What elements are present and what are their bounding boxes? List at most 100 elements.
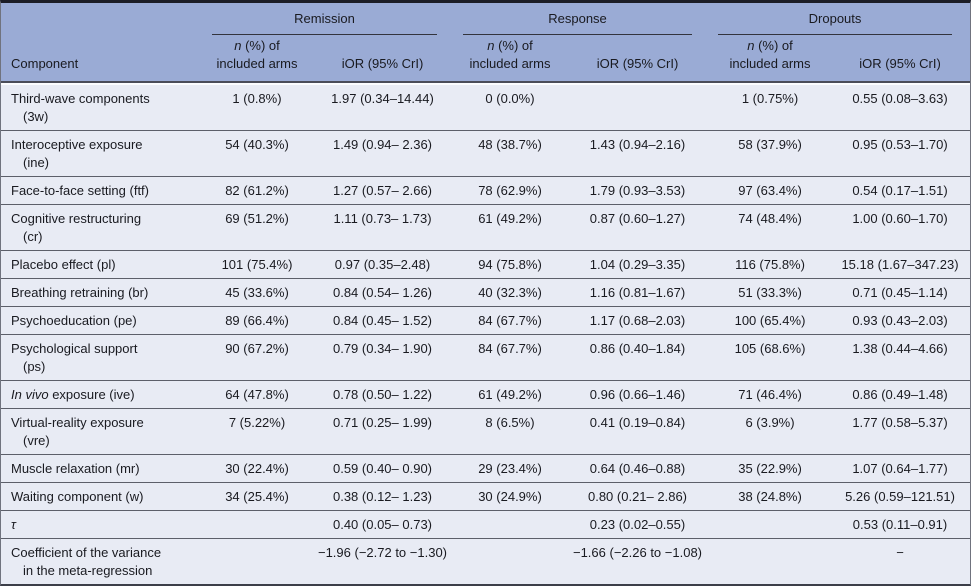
- remission-ior-cell: 0.97 (0.35–2.48): [310, 251, 455, 279]
- n-arms-line1: n (%) of: [714, 37, 826, 55]
- dropouts-ior-cell: −: [830, 539, 971, 584]
- n-symbol: n: [487, 38, 495, 53]
- n-arms-line1: n (%) of: [208, 37, 306, 55]
- remission-ior-cell: 1.97 (0.34–14.44): [310, 83, 455, 131]
- response-ior-cell: 0.87 (0.60–1.27): [565, 205, 711, 251]
- dropouts-ior-cell: 0.55 (0.08–3.63): [830, 83, 971, 131]
- table-row: In vivo exposure (ive) 64 (47.8%) 0.78 (0.…: [1, 381, 971, 409]
- col-header-remission-n-arms: n (%) of included arms: [204, 35, 310, 83]
- dropouts-n-cell: 51 (33.3%): [710, 279, 831, 307]
- group-label-dropouts: Dropouts: [718, 3, 953, 35]
- remission-ior-cell: 0.84 (0.45– 1.52): [310, 307, 455, 335]
- column-header-row: Component n (%) of included arms iOR (95…: [1, 35, 971, 83]
- dropouts-ior-cell: 1.77 (0.58–5.37): [830, 409, 971, 455]
- component-cell: τ: [1, 511, 204, 539]
- remission-n-cell: 69 (51.2%): [204, 205, 310, 251]
- response-ior-cell: 0.96 (0.66–1.46): [565, 381, 711, 409]
- dropouts-n-cell: 105 (68.6%): [710, 335, 831, 381]
- group-header-remission: Remission: [204, 3, 455, 35]
- table-row: Interoceptive exposure (ine) 54 (40.3%) 1.4…: [1, 131, 971, 177]
- dropouts-n-cell: 116 (75.8%): [710, 251, 831, 279]
- remission-ior-cell: 1.49 (0.94– 2.36): [310, 131, 455, 177]
- response-ior-cell: 0.23 (0.02–0.55): [565, 511, 711, 539]
- remission-n-cell: [204, 539, 310, 584]
- dropouts-n-cell: 35 (22.9%): [710, 455, 831, 483]
- response-ior-cell: 1.17 (0.68–2.03): [565, 307, 711, 335]
- dropouts-ior-cell: 0.71 (0.45–1.14): [830, 279, 971, 307]
- response-n-cell: 61 (49.2%): [455, 205, 565, 251]
- response-ior-cell: 1.43 (0.94–2.16): [565, 131, 711, 177]
- dropouts-ior-cell: 1.07 (0.64–1.77): [830, 455, 971, 483]
- response-n-cell: 84 (67.7%): [455, 307, 565, 335]
- table-row: Muscle relaxation (mr) 30 (22.4%) 0.59 (0.…: [1, 455, 971, 483]
- table-row: Virtual-reality exposure (vre) 7 (5.22%) 0.…: [1, 409, 971, 455]
- component-cell: Waiting component (w): [1, 483, 204, 511]
- dropouts-ior-cell: 0.86 (0.49–1.48): [830, 381, 971, 409]
- remission-n-cell: 101 (75.4%): [204, 251, 310, 279]
- n-symbol: n: [234, 38, 242, 53]
- response-ior-cell: 0.64 (0.46–0.88): [565, 455, 711, 483]
- dropouts-n-cell: 58 (37.9%): [710, 131, 831, 177]
- component-cell: Placebo effect (pl): [1, 251, 204, 279]
- response-ior-cell: 1.16 (0.81–1.67): [565, 279, 711, 307]
- component-cell: Breathing retraining (br): [1, 279, 204, 307]
- remission-ior-cell: 1.11 (0.73– 1.73): [310, 205, 455, 251]
- component-cell: Muscle relaxation (mr): [1, 455, 204, 483]
- group-label-response: Response: [463, 3, 693, 35]
- remission-n-cell: 1 (0.8%): [204, 83, 310, 131]
- table-row: Psychological support (ps) 90 (67.2%) 0.79 …: [1, 335, 971, 381]
- table-row: Placebo effect (pl) 101 (75.4%) 0.97 (0.35…: [1, 251, 971, 279]
- group-header-dropouts: Dropouts: [710, 3, 971, 35]
- component-cell: Coefficient of the variance in the meta-r…: [1, 539, 204, 584]
- component-cell: Third-wave components (3w): [1, 83, 204, 131]
- col-header-dropouts-ior: iOR (95% CrI): [830, 35, 971, 83]
- group-header-spacer: [1, 3, 204, 35]
- dropouts-n-cell: 74 (48.4%): [710, 205, 831, 251]
- response-n-cell: 40 (32.3%): [455, 279, 565, 307]
- table-row: Third-wave components (3w) 1 (0.8%) 1.97 (0…: [1, 83, 971, 131]
- table-body: Third-wave components (3w) 1 (0.8%) 1.97 (0…: [1, 83, 971, 584]
- dropouts-ior-cell: 15.18 (1.67–347.23): [830, 251, 971, 279]
- response-n-cell: 30 (24.9%): [455, 483, 565, 511]
- component-effects-table: Remission Response Dropouts Component n …: [1, 3, 971, 584]
- response-ior-cell: [565, 83, 711, 131]
- response-n-cell: 0 (0.0%): [455, 83, 565, 131]
- n-arms-line2: included arms: [729, 56, 811, 71]
- table-row: τ 0.40 (0.05– 0.73) 0.23 (0.02–0.55) 0.53 (…: [1, 511, 971, 539]
- n-arms-line2: included arms: [216, 56, 298, 71]
- component-cell: Face-to-face setting (ftf): [1, 177, 204, 205]
- response-ior-cell: 1.79 (0.93–3.53): [565, 177, 711, 205]
- remission-n-cell: 82 (61.2%): [204, 177, 310, 205]
- n-rest: (%) of: [754, 38, 793, 53]
- dropouts-ior-cell: 5.26 (0.59–121.51): [830, 483, 971, 511]
- col-header-response-n-arms: n (%) of included arms: [455, 35, 565, 83]
- remission-n-cell: 64 (47.8%): [204, 381, 310, 409]
- dropouts-ior-cell: 0.54 (0.17–1.51): [830, 177, 971, 205]
- dropouts-ior-cell: 0.93 (0.43–2.03): [830, 307, 971, 335]
- dropouts-n-cell: 1 (0.75%): [710, 83, 831, 131]
- remission-ior-cell: 0.84 (0.54– 1.26): [310, 279, 455, 307]
- component-cell: Interoceptive exposure (ine): [1, 131, 204, 177]
- remission-ior-cell: 1.27 (0.57– 2.66): [310, 177, 455, 205]
- n-arms-line2: included arms: [469, 56, 551, 71]
- table-row: Psychoeducation (pe) 89 (66.4%) 0.84 (0.45…: [1, 307, 971, 335]
- remission-n-cell: 30 (22.4%): [204, 455, 310, 483]
- n-rest: (%) of: [241, 38, 280, 53]
- response-n-cell: 48 (38.7%): [455, 131, 565, 177]
- dropouts-ior-cell: 1.38 (0.44–4.66): [830, 335, 971, 381]
- group-header-row: Remission Response Dropouts: [1, 3, 971, 35]
- response-n-cell: 8 (6.5%): [455, 409, 565, 455]
- response-n-cell: [455, 539, 565, 584]
- component-cell: Psychoeducation (pe): [1, 307, 204, 335]
- table-header: Remission Response Dropouts Component n …: [1, 3, 971, 83]
- col-header-response-ior: iOR (95% CrI): [565, 35, 711, 83]
- response-ior-cell: 0.86 (0.40–1.84): [565, 335, 711, 381]
- response-ior-cell: −1.66 (−2.26 to −1.08): [565, 539, 711, 584]
- dropouts-n-cell: 38 (24.8%): [710, 483, 831, 511]
- remission-ior-cell: −1.96 (−2.72 to −1.30): [310, 539, 455, 584]
- remission-n-cell: [204, 511, 310, 539]
- remission-ior-cell: 0.38 (0.12– 1.23): [310, 483, 455, 511]
- col-header-component: Component: [1, 35, 204, 83]
- table-row: Coefficient of the variance in the meta-r…: [1, 539, 971, 584]
